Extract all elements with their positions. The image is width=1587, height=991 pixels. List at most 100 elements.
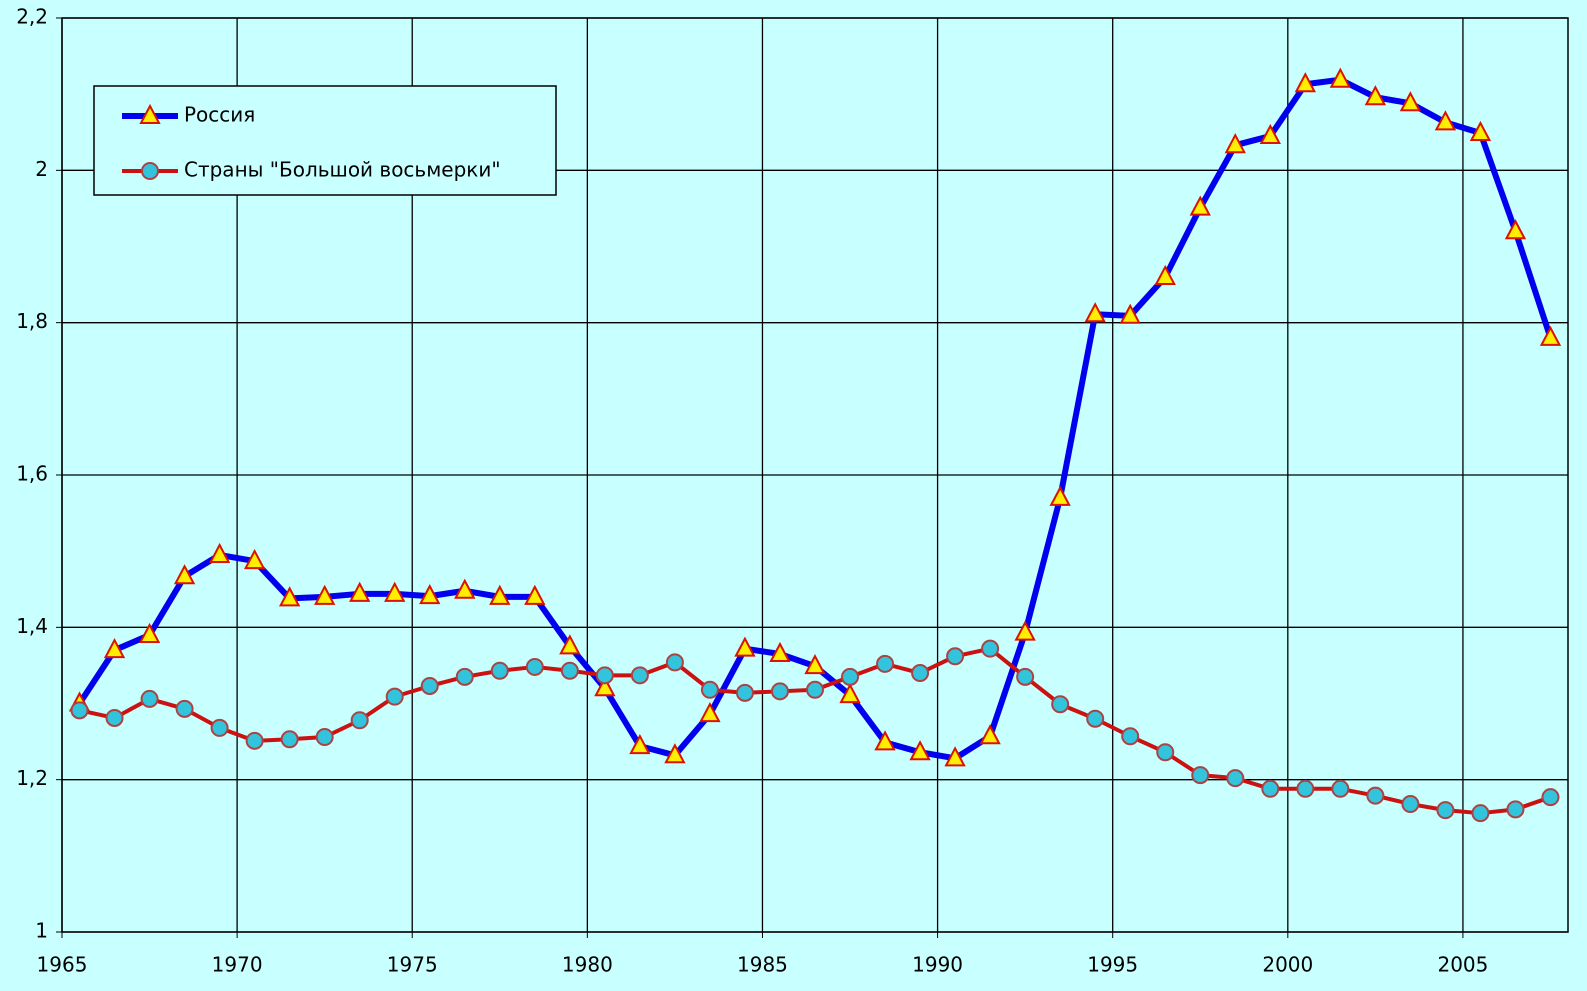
marker-circle [1541, 788, 1560, 807]
marker-triangle [839, 682, 861, 704]
y-tick-label: 2,2 [16, 5, 48, 29]
x-tick-label: 1990 [912, 953, 963, 977]
marker-triangle [103, 638, 126, 659]
marker-circle [210, 718, 229, 737]
marker-triangle [524, 584, 546, 605]
legend-box [93, 85, 557, 196]
marker-triangle [208, 542, 231, 563]
marker-circle [385, 687, 404, 706]
marker-circle [315, 728, 334, 747]
marker-triangle [1224, 133, 1246, 154]
marker-triangle [559, 634, 581, 655]
marker-circle [1261, 779, 1280, 798]
marker-triangle [1084, 302, 1106, 323]
y-tick-label: 2 [35, 157, 48, 181]
marker-circle [1051, 695, 1070, 714]
marker-circle [1401, 795, 1420, 814]
marker-circle [140, 689, 159, 708]
marker-circle [770, 682, 789, 701]
marker-triangle [1504, 219, 1527, 240]
marker-triangle [278, 586, 301, 607]
marker-triangle [1364, 85, 1387, 106]
marker-circle [70, 701, 89, 720]
marker-circle [1436, 801, 1455, 820]
marker-circle [946, 647, 965, 666]
marker-triangle [1014, 620, 1036, 641]
marker-triangle [173, 564, 196, 585]
marker-triangle [734, 636, 756, 657]
marker-triangle [629, 734, 651, 755]
marker-circle [700, 680, 719, 699]
marker-circle [1226, 769, 1245, 788]
marker-circle [525, 657, 544, 676]
marker-circle [490, 661, 509, 680]
marker-circle [350, 711, 369, 730]
marker-triangle [979, 724, 1001, 745]
marker-triangle [1154, 264, 1176, 285]
marker-circle [630, 666, 649, 685]
x-tick-label: 1980 [562, 953, 613, 977]
marker-triangle [769, 641, 791, 662]
marker-triangle [1329, 67, 1352, 88]
marker-triangle [1469, 120, 1492, 142]
marker-circle [595, 666, 614, 685]
marker-circle [1156, 743, 1175, 762]
marker-circle [1471, 804, 1490, 823]
marker-circle [1121, 727, 1140, 746]
marker-circle [1506, 800, 1525, 819]
y-tick-label: 1,8 [16, 309, 48, 333]
marker-circle [420, 676, 439, 695]
marker-triangle [138, 622, 161, 643]
marker-circle [911, 664, 930, 683]
marker-circle [981, 639, 1000, 658]
marker-circle [1086, 709, 1105, 728]
marker-circle [665, 653, 684, 672]
marker-triangle [1049, 485, 1071, 506]
marker-circle [1296, 779, 1315, 798]
marker-circle [105, 708, 124, 727]
marker-circle [455, 667, 474, 686]
marker-triangle [874, 730, 896, 751]
x-tick-label: 1965 [37, 953, 88, 977]
marker-triangle [944, 746, 966, 767]
marker-triangle [594, 676, 616, 697]
marker-circle [735, 683, 754, 702]
y-tick-label: 1,4 [16, 614, 48, 638]
legend-label: Россия [184, 103, 255, 127]
marker-triangle [139, 103, 161, 124]
marker-triangle [1189, 195, 1211, 216]
marker-triangle [1294, 72, 1316, 93]
marker-circle [175, 699, 194, 718]
marker-triangle [1399, 91, 1422, 112]
marker-triangle [1119, 303, 1141, 324]
y-tick-label: 1,6 [16, 462, 48, 486]
marker-triangle [454, 578, 476, 599]
marker-triangle [1434, 110, 1457, 131]
legend-label: Страны "Большой восьмерки" [184, 158, 501, 182]
marker-triangle [804, 654, 826, 675]
marker-triangle [1539, 325, 1562, 346]
marker-circle [1331, 779, 1350, 798]
marker-circle [560, 661, 579, 680]
marker-triangle [314, 584, 336, 605]
x-tick-label: 1975 [387, 953, 438, 977]
marker-circle [1366, 786, 1385, 805]
marker-circle [245, 731, 264, 750]
marker-circle [280, 730, 299, 749]
marker-triangle [349, 581, 371, 602]
marker-circle [876, 654, 895, 673]
marker-triangle [384, 581, 406, 602]
marker-triangle [664, 743, 686, 764]
legend: Россия Страны "Большой восьмерки" [93, 85, 557, 196]
marker-circle [1016, 667, 1035, 686]
marker-circle [1191, 766, 1210, 785]
marker-triangle [419, 583, 441, 605]
marker-triangle [1259, 123, 1281, 145]
x-tick-label: 1995 [1087, 953, 1138, 977]
x-tick-label: 1970 [212, 953, 263, 977]
marker-triangle [243, 548, 266, 570]
marker-triangle [909, 740, 931, 761]
marker-circle [806, 680, 824, 699]
marker-circle [141, 162, 159, 180]
